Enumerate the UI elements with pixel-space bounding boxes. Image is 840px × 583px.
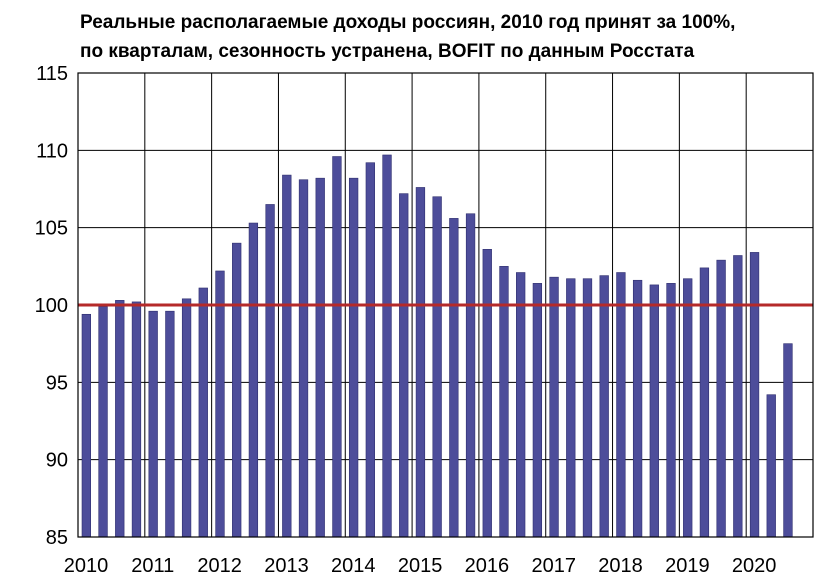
bar	[716, 259, 726, 538]
x-tick-label: 2013	[264, 555, 309, 577]
bar	[649, 284, 659, 538]
plot-frame	[77, 72, 814, 538]
bar	[131, 301, 142, 538]
y-tick-label: 85	[46, 527, 68, 549]
bar	[699, 267, 710, 538]
bar	[232, 242, 242, 538]
x-tick-label: 2019	[665, 555, 710, 577]
y-tick-label: 90	[46, 450, 68, 472]
chart-title-block: Реальные располагаемые доходы россиян, 2…	[80, 8, 830, 66]
bar	[666, 283, 676, 538]
chart-subtitle: по кварталам, сезонность устранена, BOFI…	[80, 41, 695, 62]
x-tick-label: 2014	[331, 555, 376, 577]
y-tick-label: 95	[46, 372, 68, 394]
bar	[766, 394, 776, 538]
bar	[582, 278, 593, 538]
bar	[198, 287, 208, 538]
x-tick-label: 2020	[732, 555, 777, 577]
bar	[81, 313, 91, 538]
y-tick-label: 115	[36, 63, 68, 85]
bar	[516, 272, 526, 538]
bar	[683, 278, 693, 538]
bar	[181, 298, 192, 538]
bar	[332, 156, 342, 538]
y-tick-label: 105	[35, 218, 68, 240]
x-tick-label: 2017	[531, 555, 576, 577]
chart-bars	[81, 154, 793, 538]
x-tick-label: 2015	[398, 555, 443, 577]
bar	[215, 270, 225, 538]
bar	[165, 310, 175, 538]
y-tick-label: 110	[36, 140, 68, 162]
bar	[599, 275, 609, 538]
bar	[532, 283, 543, 538]
bar	[783, 343, 793, 538]
bar	[348, 177, 359, 538]
bar	[282, 174, 292, 538]
bar	[248, 222, 259, 538]
bar	[298, 179, 309, 538]
x-tick-label: 2010	[64, 555, 109, 577]
bar	[148, 310, 158, 538]
bar	[115, 300, 125, 538]
bar	[98, 306, 108, 538]
bar	[399, 193, 409, 538]
bar	[616, 272, 626, 538]
chart-axes	[77, 72, 814, 538]
x-tick-label: 2018	[598, 555, 643, 577]
bar	[549, 276, 559, 538]
chart-tick-labels: 85 90 95 100 105 110 115 2010 2011 2012 2013 2014 20…	[35, 63, 777, 577]
bar	[449, 218, 459, 538]
x-tick-label: 2016	[465, 555, 510, 577]
bar	[382, 154, 392, 538]
bar	[265, 204, 275, 538]
x-tick-label: 2012	[197, 555, 242, 577]
bar	[499, 266, 509, 538]
bar	[432, 196, 442, 538]
bar	[365, 162, 375, 538]
bar	[465, 213, 476, 538]
chart-title: Реальные располагаемые доходы россиян, 2…	[80, 12, 736, 33]
bar	[482, 249, 492, 538]
bar	[749, 252, 760, 538]
bar	[566, 278, 576, 538]
y-tick-label: 100	[35, 295, 68, 317]
x-tick-label: 2011	[131, 555, 174, 577]
bar	[315, 177, 325, 538]
bar	[733, 255, 743, 538]
bar	[415, 187, 426, 538]
bar	[632, 279, 643, 538]
